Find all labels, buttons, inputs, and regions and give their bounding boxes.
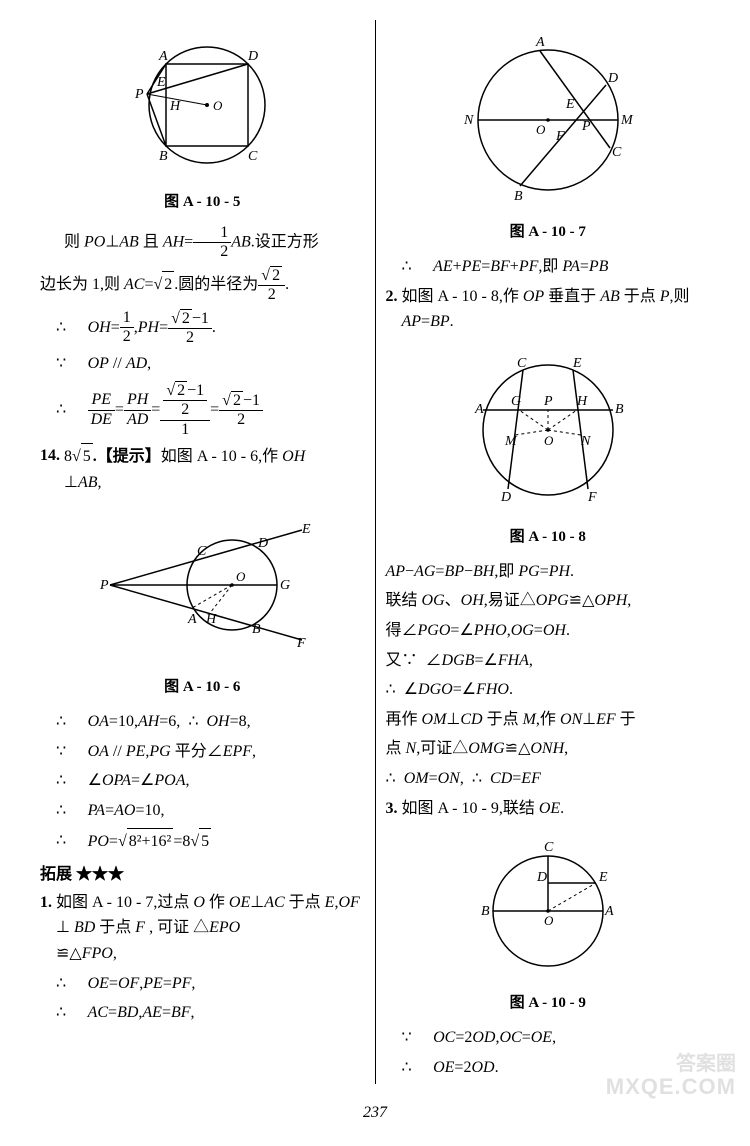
equation-line: ∴ PO=8²+16²=85 (56, 828, 365, 855)
svg-text:O: O (544, 913, 554, 928)
left-column: A D B C P E H O 图 A - 10 - 5 则 PO⊥AB 且 A… (30, 20, 376, 1084)
figure-a-10-5: A D B C P E H O (40, 30, 365, 180)
text-line: 联结 OG、OH,易证△OPG≌△OPH, (386, 588, 711, 614)
svg-text:A: A (474, 402, 484, 417)
equation-line: ∵ OC=2OD,OC=OE, (402, 1025, 711, 1051)
caption-a-10-5: 图 A - 10 - 5 (40, 190, 365, 214)
figure-a-10-7: A D M C B N O E F P (386, 30, 711, 210)
caption-a-10-9: 图 A - 10 - 9 (386, 991, 711, 1015)
svg-text:O: O (213, 98, 223, 113)
svg-text:H: H (576, 394, 588, 409)
svg-text:E: E (598, 870, 608, 885)
text-line: 又∵ ∠DGB=∠FHA, (386, 648, 711, 674)
text-line: 则 PO⊥AB 且 AH=12AB.设正方形 (40, 224, 365, 262)
page-number: 237 (30, 1100, 720, 1126)
svg-text:C: C (248, 149, 258, 164)
caption-a-10-6: 图 A - 10 - 6 (40, 675, 365, 699)
svg-text:P: P (543, 394, 553, 409)
svg-text:F: F (296, 636, 306, 651)
equation-line: ∴ AC=BD,AE=BF, (56, 1000, 365, 1026)
equation-line: ∴ PEDE=PHAD=2−121=2−12 (56, 381, 365, 439)
svg-text:G: G (280, 578, 290, 593)
item-2: 2. 如图 A - 10 - 8,作 OP 垂直于 AB 于点 P,则 AP=B… (386, 284, 711, 335)
text-line: ∴ OM=ON, ∴ CD=EF (386, 766, 711, 792)
text-line: AP−AG=BP−BH,即 PG=PH. (386, 559, 711, 585)
equation-line: ∴ OA=10,AH=6, ∴ OH=8, (56, 709, 365, 735)
svg-text:D: D (536, 870, 547, 885)
watermark-site: MXQE.COM (606, 1069, 736, 1104)
svg-text:H: H (205, 612, 217, 627)
svg-text:E: E (156, 75, 166, 90)
extension-heading: 拓展 ★★★ (40, 862, 365, 888)
svg-text:P: P (581, 119, 591, 134)
svg-text:M: M (620, 113, 634, 128)
svg-text:E: E (572, 356, 582, 371)
text-line: 点 N,可证△OMG≌△ONH, (386, 736, 711, 762)
svg-text:A: A (604, 904, 614, 919)
svg-text:B: B (514, 189, 523, 204)
text-line: 边长为 1,则 AC=2.圆的半径为22. (40, 266, 365, 305)
svg-text:A: A (535, 35, 545, 50)
extension-item-1: 1. 如图 A - 10 - 7,过点 O 作 OE⊥AC 于点 E,OF ⊥ … (40, 890, 365, 967)
svg-text:C: C (517, 356, 527, 371)
item-14: 14. 85.【提示】如图 A - 10 - 6,作 OH⊥AB, (40, 443, 365, 495)
item-3: 3. 如图 A - 10 - 9,联结 OE. (386, 796, 711, 822)
figure-a-10-8: A B C E D F G H P M N O (386, 345, 711, 515)
svg-text:E: E (565, 97, 575, 112)
svg-text:C: C (544, 840, 554, 855)
svg-text:E: E (301, 522, 311, 537)
svg-text:N: N (580, 434, 591, 449)
svg-text:H: H (169, 99, 181, 114)
svg-text:B: B (159, 149, 168, 164)
svg-text:A: A (187, 612, 197, 627)
svg-text:P: P (99, 578, 109, 593)
equation-line: ∴ PA=AO=10, (56, 798, 365, 824)
equation-line: ∵ OA // PE,PG 平分∠EPF, (56, 739, 365, 765)
svg-text:P: P (134, 87, 144, 102)
svg-text:B: B (615, 402, 624, 417)
equation-line: ∴ AE+PE=BF+PF,即 PA=PB (402, 254, 711, 280)
svg-text:O: O (536, 122, 546, 137)
equation-line: ∴ OH=12,PH=2−12. (56, 309, 365, 348)
svg-text:O: O (544, 433, 554, 448)
text-line: 得∠PGO=∠PHO,OG=OH. (386, 618, 711, 644)
svg-text:N: N (463, 113, 474, 128)
svg-text:G: G (511, 394, 521, 409)
svg-text:F: F (587, 490, 597, 505)
svg-text:D: D (257, 536, 268, 551)
svg-text:F: F (555, 129, 565, 144)
text-line: 再作 OM⊥CD 于点 M,作 ON⊥EF 于 (386, 707, 711, 733)
svg-text:C: C (612, 145, 622, 160)
svg-text:O: O (236, 569, 246, 584)
svg-text:D: D (607, 71, 618, 86)
svg-text:D: D (500, 490, 511, 505)
caption-a-10-8: 图 A - 10 - 8 (386, 525, 711, 549)
svg-text:A: A (158, 49, 168, 64)
svg-text:B: B (481, 904, 490, 919)
svg-text:C: C (197, 544, 207, 559)
svg-text:D: D (247, 49, 258, 64)
svg-text:M: M (504, 434, 518, 449)
figure-a-10-9: A B C D E O (386, 831, 711, 981)
equation-line: ∴ OE=OF,PE=PF, (56, 971, 365, 997)
equation-line: ∴ ∠OPA=∠POA, (56, 768, 365, 794)
right-column: A D M C B N O E F P 图 A - 10 - 7 ∴ AE+PE… (376, 20, 721, 1084)
figure-a-10-6: P G C D E A H B F O (40, 505, 365, 665)
text-line: ∴ ∠DGO=∠FHO. (386, 677, 711, 703)
svg-text:B: B (252, 622, 261, 637)
equation-line: ∵ OP // AD, (56, 351, 365, 377)
caption-a-10-7: 图 A - 10 - 7 (386, 220, 711, 244)
